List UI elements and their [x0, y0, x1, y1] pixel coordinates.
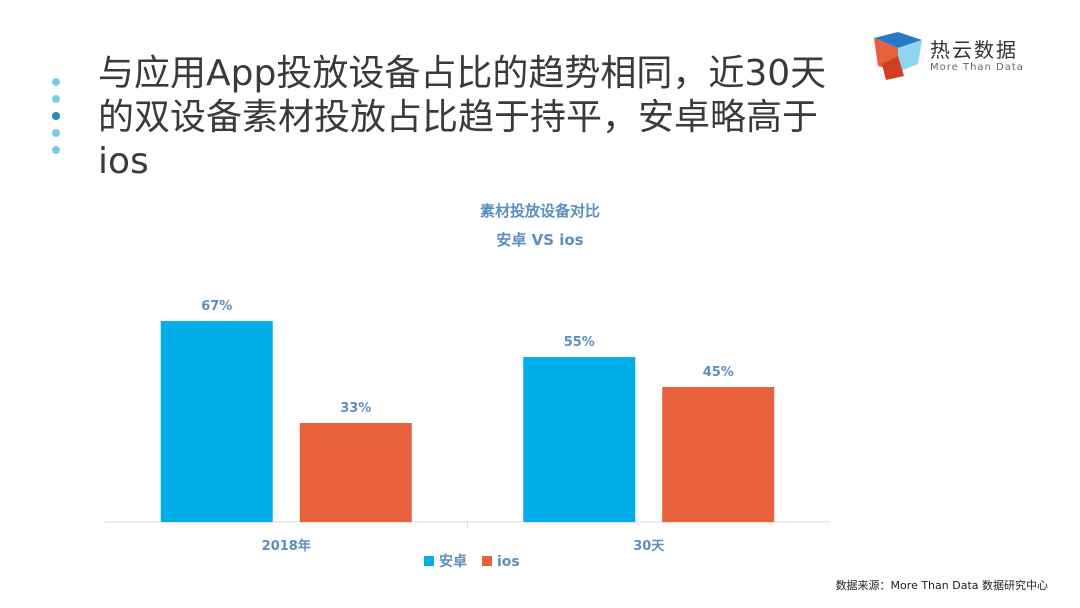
slide-title: 与应用App投放设备占比的趋势相同，近30天的双设备素材投放占比趋于持平，安卓略… [98, 53, 827, 182]
chart-title: 素材投放设备对比 [479, 202, 600, 220]
data-label: 45% [703, 365, 734, 380]
data-label: 67% [201, 299, 232, 314]
data-label: 55% [564, 335, 595, 350]
data-label: 33% [340, 401, 371, 416]
bar-安卓-2018年 [160, 321, 273, 522]
brand-logo: 热云数据 More Than Data [868, 30, 1068, 80]
brand-name: 热云数据 [930, 38, 1018, 62]
chart-legend: 安卓 ios [424, 553, 520, 570]
brand-tagline: More Than Data [930, 62, 1024, 73]
data-source-note: 数据来源：More Than Data 数据研究中心 [835, 579, 1048, 592]
legend-swatch [482, 556, 492, 566]
page-dot-active[interactable] [52, 112, 60, 120]
legend-label: 安卓 [439, 553, 467, 570]
page-dot[interactable] [52, 129, 60, 137]
chart-subtitle: 安卓 VS ios [496, 231, 584, 249]
bar-ios-2018年 [299, 423, 412, 522]
bar-ios-30天 [662, 387, 775, 522]
page-dot[interactable] [52, 146, 60, 154]
bar-安卓-30天 [523, 357, 636, 522]
x-tick-label: 2018年 [262, 538, 311, 554]
page-dot[interactable] [52, 78, 60, 86]
legend-label: ios [497, 554, 520, 570]
pagination-dots [52, 78, 64, 163]
page-dot[interactable] [52, 95, 60, 103]
x-tick-label: 30天 [633, 539, 665, 554]
cube-logo-icon [874, 32, 922, 80]
legend-swatch [424, 556, 434, 566]
